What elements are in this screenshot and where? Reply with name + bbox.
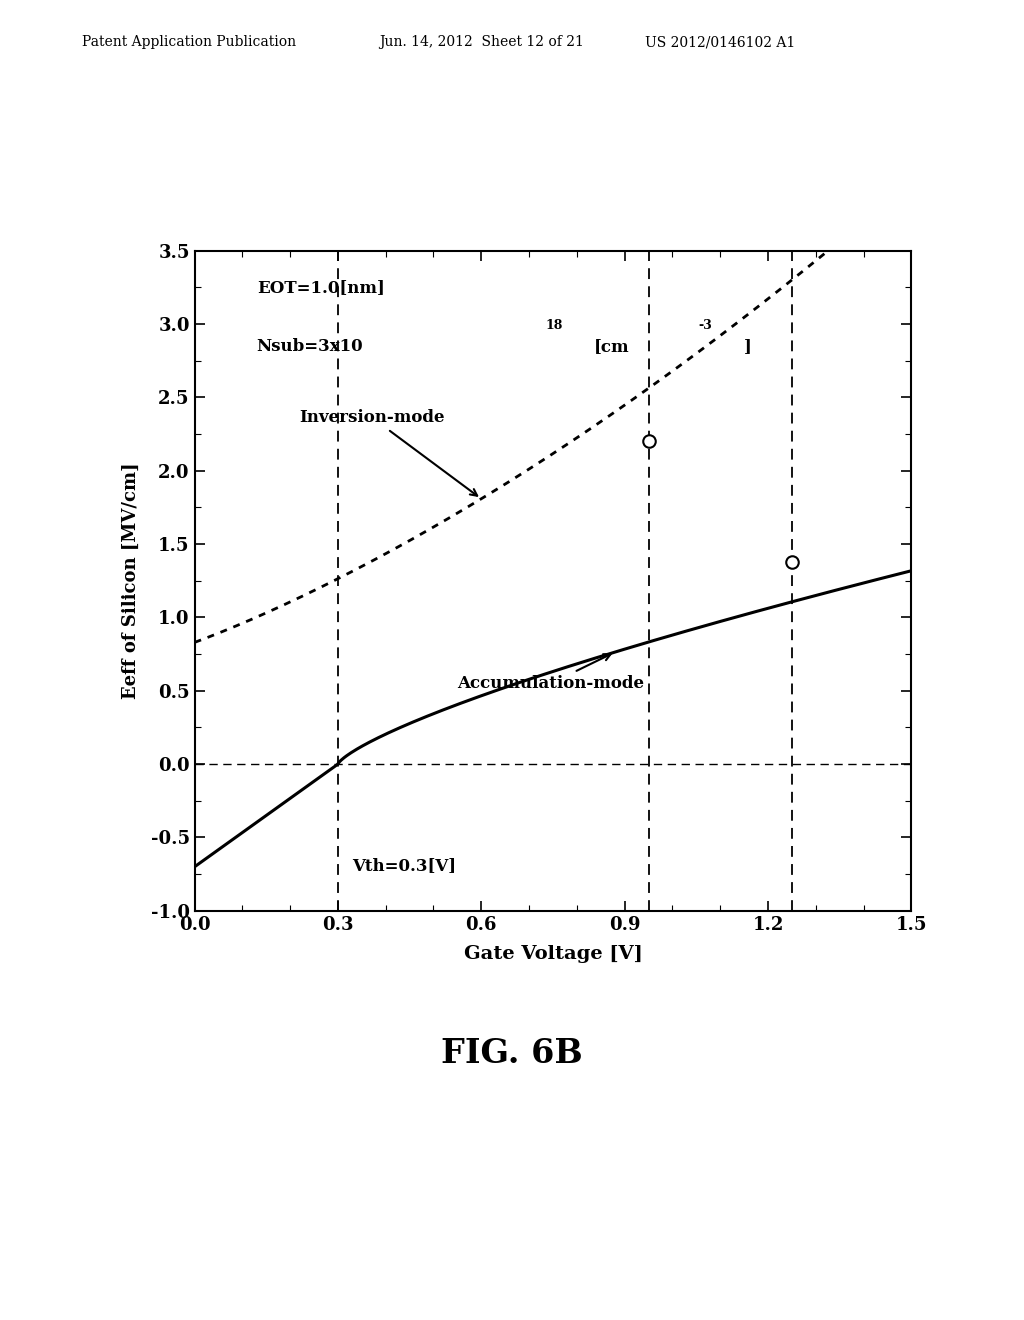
- Text: [cm: [cm: [594, 338, 629, 355]
- Text: US 2012/0146102 A1: US 2012/0146102 A1: [645, 36, 796, 49]
- Text: EOT=1.0[nm]: EOT=1.0[nm]: [257, 279, 385, 296]
- Y-axis label: Eeff of Silicon [MV/cm]: Eeff of Silicon [MV/cm]: [122, 462, 139, 700]
- Text: 18: 18: [546, 318, 563, 331]
- Text: FIG. 6B: FIG. 6B: [441, 1036, 583, 1069]
- Text: -3: -3: [698, 318, 713, 331]
- Text: Accumulation-mode: Accumulation-mode: [458, 655, 644, 692]
- X-axis label: Gate Voltage [V]: Gate Voltage [V]: [464, 945, 642, 962]
- Text: Inversion-mode: Inversion-mode: [300, 409, 477, 496]
- Text: Nsub=3x10: Nsub=3x10: [257, 338, 364, 355]
- Text: ]: ]: [744, 338, 752, 355]
- Text: Vth=0.3[V]: Vth=0.3[V]: [352, 857, 457, 874]
- Text: Jun. 14, 2012  Sheet 12 of 21: Jun. 14, 2012 Sheet 12 of 21: [379, 36, 584, 49]
- Text: Patent Application Publication: Patent Application Publication: [82, 36, 296, 49]
